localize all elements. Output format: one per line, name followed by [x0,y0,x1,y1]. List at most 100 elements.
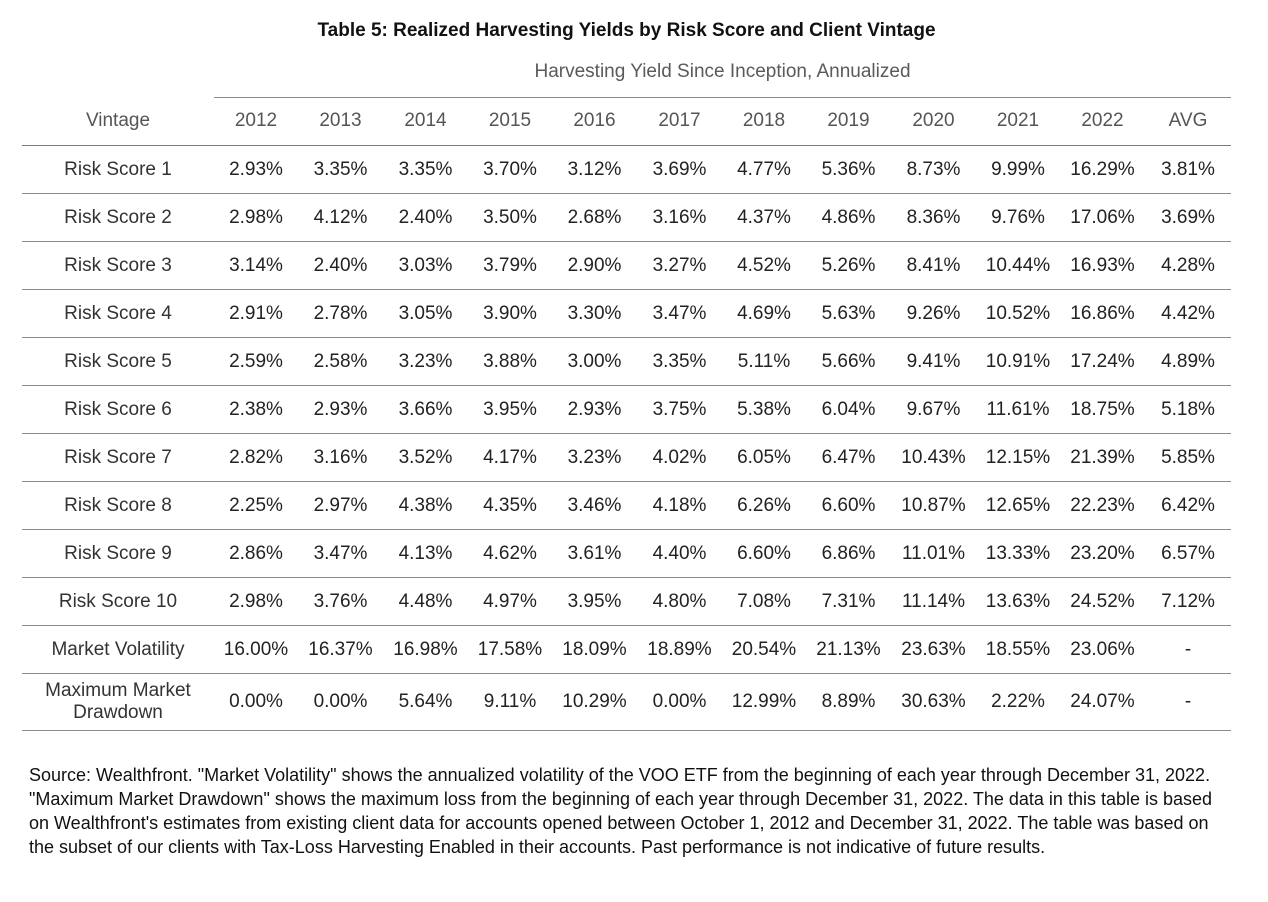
table-cell: 4.17% [468,433,552,482]
table-cell: 12.65% [976,481,1060,530]
table-cell: 17.58% [468,625,552,674]
table-cell: 8.36% [891,193,976,242]
table-cell: 18.55% [976,625,1060,674]
column-header-2012: 2012 [214,97,298,146]
table-cell: 21.39% [1060,433,1145,482]
table-cell: 4.80% [637,577,722,626]
column-header-2014: 2014 [383,97,468,146]
table-cell: 3.81% [1145,145,1231,194]
table-cell: 16.29% [1060,145,1145,194]
table-cell: 9.67% [891,385,976,434]
table-row: Market Volatility 16.00% 16.37% 16.98% 17.58… [22,625,1231,674]
table-cell: 4.77% [722,145,806,194]
table-cell: 3.35% [298,145,383,194]
table-cell: 9.26% [891,289,976,338]
table-cell: 10.87% [891,481,976,530]
table-cell: 2.86% [214,529,298,578]
table-row: Risk Score 5 2.59% 2.58% 3.23% 3.88% 3.00% 3.3… [22,337,1231,386]
table-row: Risk Score 8 2.25% 2.97% 4.38% 4.35% 3.46% 4.1… [22,481,1231,530]
table-cell: 2.82% [214,433,298,482]
table-cell: 2.40% [298,241,383,290]
table-cell: 2.93% [298,385,383,434]
column-header-2017: 2017 [637,97,722,146]
table-cell: 6.57% [1145,529,1231,578]
table-cell: 3.66% [383,385,468,434]
column-header-vintage: Vintage [22,97,214,146]
table-cell: 4.35% [468,481,552,530]
table-cell: 6.05% [722,433,806,482]
table-cell: 4.12% [298,193,383,242]
table-cell: 3.76% [298,577,383,626]
table-row: Risk Score 6 2.38% 2.93% 3.66% 3.95% 2.93% 3.7… [22,385,1231,434]
table-cell: 4.40% [637,529,722,578]
table-cell: 5.66% [806,337,891,386]
table-title: Table 5: Realized Harvesting Yields by R… [317,20,936,41]
table-cell: 3.70% [468,145,552,194]
table-cell: 12.99% [722,673,806,731]
table-cell: 0.00% [637,673,722,731]
table-cell: 3.12% [552,145,637,194]
table-cell: 3.46% [552,481,637,530]
row-label: Risk Score 7 [22,433,214,482]
table-cell: 8.41% [891,241,976,290]
table-cell: 2.40% [383,193,468,242]
table-cell: 7.12% [1145,577,1231,626]
table-cell: 18.09% [552,625,637,674]
table-cell: 3.75% [637,385,722,434]
table-cell: 11.01% [891,529,976,578]
table-cell: 13.33% [976,529,1060,578]
table-cell: 3.35% [383,145,468,194]
table-cell: 3.95% [552,577,637,626]
table-cell: 4.42% [1145,289,1231,338]
table-cell: 21.13% [806,625,891,674]
table-cell: 3.16% [637,193,722,242]
table-cell: 4.13% [383,529,468,578]
table-cell: 7.31% [806,577,891,626]
row-label: Risk Score 4 [22,289,214,338]
table-cell: 0.00% [298,673,383,731]
table-cell: 4.37% [722,193,806,242]
table-cell: 3.47% [637,289,722,338]
row-label: Risk Score 2 [22,193,214,242]
table-row: Maximum Market Drawdown 0.00% 0.00% 5.64% 9.… [22,673,1231,731]
row-label: Risk Score 10 [22,577,214,626]
table-cell: 4.86% [806,193,891,242]
table-cell: 3.61% [552,529,637,578]
table-cell: 16.00% [214,625,298,674]
table-cell: 17.06% [1060,193,1145,242]
table-cell: 3.95% [468,385,552,434]
table-row: Risk Score 1 2.93% 3.35% 3.35% 3.70% 3.12% 3.6… [22,145,1231,194]
row-label: Risk Score 6 [22,385,214,434]
table-cell: 4.62% [468,529,552,578]
table-cell: 23.06% [1060,625,1145,674]
table-cell: 3.79% [468,241,552,290]
table-cell: 2.68% [552,193,637,242]
harvesting-yield-table: Vintage 2012 2013 2014 2015 2016 2017 2018 2019 2… [22,97,1231,731]
source-note: Source: Wealthfront. "Market Volatility"… [29,765,1213,857]
table-cell: 10.43% [891,433,976,482]
row-label: Risk Score 8 [22,481,214,530]
table-cell: 3.00% [552,337,637,386]
table-cell: 16.93% [1060,241,1145,290]
header-row: Vintage 2012 2013 2014 2015 2016 2017 2018 2019 2… [22,97,1231,146]
table-cell: 6.60% [806,481,891,530]
table-cell: 9.11% [468,673,552,731]
table-cell: 2.97% [298,481,383,530]
table-cell: 4.28% [1145,241,1231,290]
table-cell: 24.52% [1060,577,1145,626]
table-cell: 2.78% [298,289,383,338]
table-cell: 2.98% [214,193,298,242]
table-cell: 3.69% [1145,193,1231,242]
column-header-2019: 2019 [806,97,891,146]
table-cell: 18.89% [637,625,722,674]
table-cell: 16.86% [1060,289,1145,338]
table-cell: 5.85% [1145,433,1231,482]
row-label: Risk Score 1 [22,145,214,194]
table-cell: 8.89% [806,673,891,731]
table-cell: 6.47% [806,433,891,482]
table-cell: - [1145,625,1231,674]
table-cell: 4.52% [722,241,806,290]
table-cell: 5.26% [806,241,891,290]
table-cell: 2.93% [214,145,298,194]
table-cell: 23.63% [891,625,976,674]
